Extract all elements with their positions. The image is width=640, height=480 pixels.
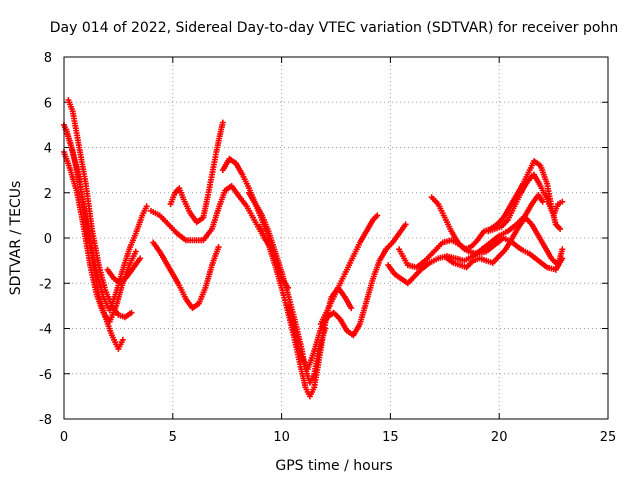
series-sat-f	[150, 239, 222, 312]
x-tick-label: 10	[273, 430, 290, 445]
series-sat-m	[317, 212, 381, 327]
data-point-markers	[150, 239, 222, 312]
y-tick-label: 2	[44, 187, 52, 202]
series-sat-r	[485, 171, 566, 235]
series-sat-q	[444, 214, 566, 271]
x-tick-label: 0	[60, 430, 68, 445]
tick-labels: 0 5 10 15 20 25 -8 -6 -4 -2 0 2 4 6 8	[39, 51, 616, 445]
plot-frame	[63, 56, 609, 420]
series-sat-l	[285, 221, 409, 373]
y-tick-label: -4	[39, 323, 52, 338]
data-point-markers	[317, 212, 381, 327]
chart-title: Day 014 of 2022, Sidereal Day-to-day VTE…	[50, 20, 618, 36]
y-tick-label: 0	[44, 232, 52, 247]
data-points	[61, 97, 566, 400]
y-axis-label: SDTVAR / TECUs	[8, 181, 24, 296]
x-tick-label: 5	[169, 430, 177, 445]
y-tick-label: -6	[39, 368, 52, 383]
y-tick-label: 8	[44, 51, 52, 66]
data-point-markers	[444, 214, 566, 271]
series-sat-e	[104, 255, 144, 287]
x-tick-label: 15	[382, 430, 399, 445]
data-point-markers	[167, 119, 226, 226]
y-tick-label: -2	[39, 277, 52, 292]
y-tick-label: 6	[44, 96, 52, 111]
x-tick-label: 20	[491, 430, 508, 445]
x-tick-label: 25	[600, 430, 617, 445]
series-sat-h	[167, 119, 226, 226]
x-axis-label: GPS time / hours	[275, 458, 392, 474]
y-tick-label: 4	[44, 142, 52, 157]
y-tick-label: -8	[39, 413, 52, 428]
data-point-markers	[285, 221, 409, 373]
data-point-markers	[104, 255, 144, 287]
data-point-markers	[485, 171, 566, 235]
